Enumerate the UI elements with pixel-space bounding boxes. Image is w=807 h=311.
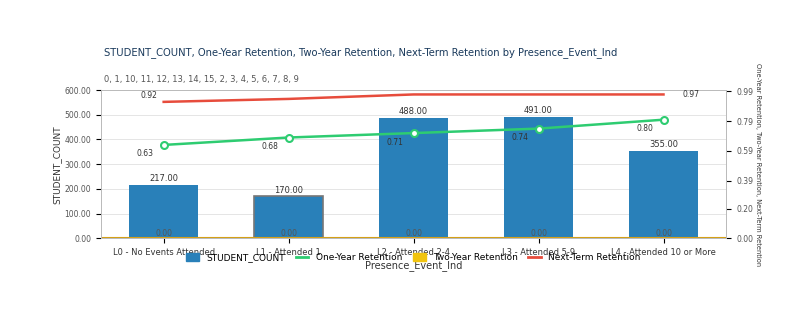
Text: 0.80: 0.80 <box>637 124 654 133</box>
X-axis label: Presence_Event_Ind: Presence_Event_Ind <box>365 260 462 271</box>
Bar <box>129 185 198 239</box>
Text: 355.00: 355.00 <box>649 140 678 149</box>
Text: STUDENT_COUNT, One-Year Retention, Two-Year Retention, Next-Term Retention by Pr: STUDENT_COUNT, One-Year Retention, Two-Y… <box>104 48 617 58</box>
Text: 217.00: 217.00 <box>149 174 178 183</box>
Text: 0.92: 0.92 <box>140 91 157 100</box>
Text: 0.63: 0.63 <box>136 149 153 158</box>
Bar <box>504 117 573 239</box>
Text: 0, 1, 10, 11, 12, 13, 14, 15, 2, 3, 4, 5, 6, 7, 8, 9: 0, 1, 10, 11, 12, 13, 14, 15, 2, 3, 4, 5… <box>104 75 299 84</box>
Text: 0.00: 0.00 <box>405 229 422 238</box>
Text: 0.68: 0.68 <box>261 142 278 151</box>
Text: 0.00: 0.00 <box>530 229 547 238</box>
Text: 0.71: 0.71 <box>387 137 404 146</box>
Text: 0.97: 0.97 <box>682 90 699 99</box>
Y-axis label: One-Year Retention, Two-Year Retention, Next-Term Retention: One-Year Retention, Two-Year Retention, … <box>755 63 761 266</box>
Bar <box>254 197 323 239</box>
Bar <box>629 151 698 239</box>
Text: 170.00: 170.00 <box>274 186 303 195</box>
Text: 491.00: 491.00 <box>524 106 553 115</box>
Legend: STUDENT_COUNT, One-Year Retention, Two-Year Retention, Next-Term Retention: STUDENT_COUNT, One-Year Retention, Two-Y… <box>186 253 641 262</box>
Text: 0.00: 0.00 <box>280 229 297 238</box>
Y-axis label: STUDENT_COUNT: STUDENT_COUNT <box>52 125 61 204</box>
Text: 488.00: 488.00 <box>399 107 429 116</box>
Text: 0.00: 0.00 <box>655 229 672 238</box>
Bar <box>379 118 448 239</box>
Text: 0.00: 0.00 <box>155 229 172 238</box>
Text: 0.74: 0.74 <box>512 133 529 142</box>
